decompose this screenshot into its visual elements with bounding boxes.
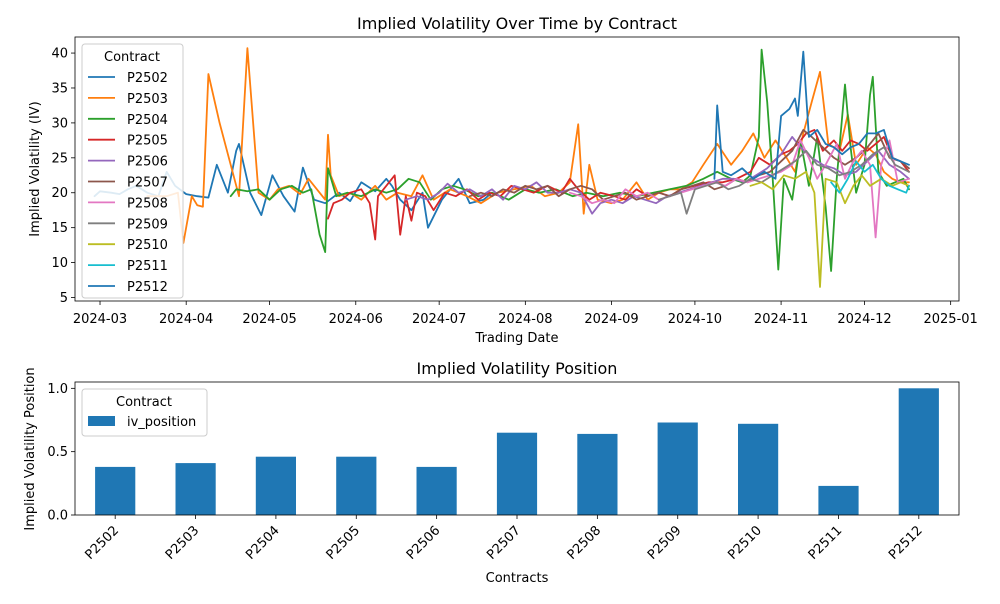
legend-label-p2503: P2503 (127, 92, 168, 107)
bar-p2506 (416, 466, 457, 515)
series-line-p2504 (229, 48, 910, 272)
bar-p2507 (496, 432, 538, 515)
x-tick-label: 2024-03 (73, 312, 127, 327)
line-chart-title: Implied Volatility Over Time by Contract (357, 14, 677, 33)
bar-chart-legend-items: iv_position (88, 415, 196, 430)
y-tick-label: 30 (51, 116, 68, 131)
y-tick-label: 5 (60, 291, 68, 306)
line-chart-frame (74, 36, 960, 302)
series-line-p2507 (468, 128, 910, 201)
legend-label-p2510: P2510 (127, 238, 168, 253)
bar-p2509 (657, 422, 698, 515)
line-chart-x-label: Trading Date (475, 331, 559, 346)
y-tick-label: 40 (51, 47, 68, 62)
bar-chart-legend: Contract iv_position (81, 388, 208, 437)
series-line-p2511 (830, 160, 910, 194)
series-line-p2506 (404, 135, 910, 215)
x-tick-label: 2024-12 (837, 312, 891, 327)
bar-chart-bars (95, 388, 939, 515)
bar-p2504 (255, 456, 296, 515)
bar-y-tick-label: 1.0 (47, 382, 68, 397)
bar-chart-title: Implied Volatility Position (417, 359, 618, 378)
bar-chart-y-label: Implied Volatility Position (23, 367, 38, 530)
x-tick-label: 2024-11 (754, 312, 808, 327)
legend-label-p2505: P2505 (127, 134, 168, 149)
bar-p2505 (336, 456, 377, 515)
series-line-p2505 (327, 128, 910, 241)
legend-label-p2509: P2509 (127, 217, 168, 232)
bar-chart-x-label: Contracts (486, 571, 549, 586)
bar-p2508 (577, 433, 618, 515)
bar-chart-frame (74, 381, 960, 516)
x-tick-label: 2024-06 (329, 312, 383, 327)
legend-label-p2504: P2504 (127, 113, 168, 128)
y-tick-label: 10 (51, 256, 68, 271)
bar-y-tick-label: 0.0 (47, 509, 68, 524)
line-chart-legend-title: Contract (104, 50, 160, 65)
line-chart-x-axis: 2024-03 2024-04 2024-05 2024-06 2024-07 2024-… (73, 301, 978, 327)
legend-label-p2511: P2511 (127, 259, 168, 274)
bar-legend-label: iv_position (127, 415, 196, 430)
x-tick-label: 2024-07 (412, 312, 466, 327)
line-chart-legend: Contract P2502P2503P2504P2505P2506P2507P… (81, 43, 184, 299)
legend-label-p2508: P2508 (127, 196, 168, 211)
legend-label-p2502: P2502 (127, 71, 168, 86)
bar-p2502 (95, 466, 136, 515)
legend-label-p2512: P2512 (127, 280, 168, 295)
line-chart-y-label: Implied Volatility (IV) (28, 101, 43, 237)
bar-chart-y-axis: 0.0 0.5 1.0 (47, 382, 75, 524)
line-chart-series (93, 47, 910, 288)
x-tick-label: 2024-04 (159, 312, 213, 327)
y-tick-label: 15 (51, 221, 68, 236)
y-tick-label: 20 (51, 186, 68, 201)
y-tick-label: 25 (51, 151, 68, 166)
series-line-p2508 (568, 139, 910, 239)
line-chart-legend-box (81, 43, 184, 299)
x-tick-label: 2024-05 (242, 312, 296, 327)
y-tick-label: 35 (51, 81, 68, 96)
bar-y-tick-label: 0.5 (47, 445, 68, 460)
bar-p2512 (898, 388, 939, 515)
bar-p2503 (175, 463, 216, 515)
series-line-p2512 (713, 50, 910, 180)
legend-label-p2506: P2506 (127, 155, 168, 170)
x-tick-label: 2024-08 (498, 312, 552, 327)
line-chart: Implied Volatility Over Time by Contract… (28, 14, 978, 346)
bar-chart-legend-title: Contract (116, 395, 172, 410)
line-chart-y-axis: 5 10 15 20 25 30 35 40 (51, 47, 75, 306)
x-tick-label: 2024-09 (584, 312, 638, 327)
bar-legend-swatch (88, 416, 115, 426)
x-tick-label: 2024-10 (668, 312, 722, 327)
line-chart-legend-items: P2502 P2503 P2504 P2505 P2506 P2507 P2508 P2509… (88, 71, 168, 295)
x-tick-label: 2025-01 (923, 312, 977, 327)
bar-p2510 (738, 423, 779, 515)
legend-label-p2507: P2507 (127, 176, 168, 191)
series-line-p2509 (657, 146, 910, 215)
bar-p2511 (818, 485, 859, 515)
